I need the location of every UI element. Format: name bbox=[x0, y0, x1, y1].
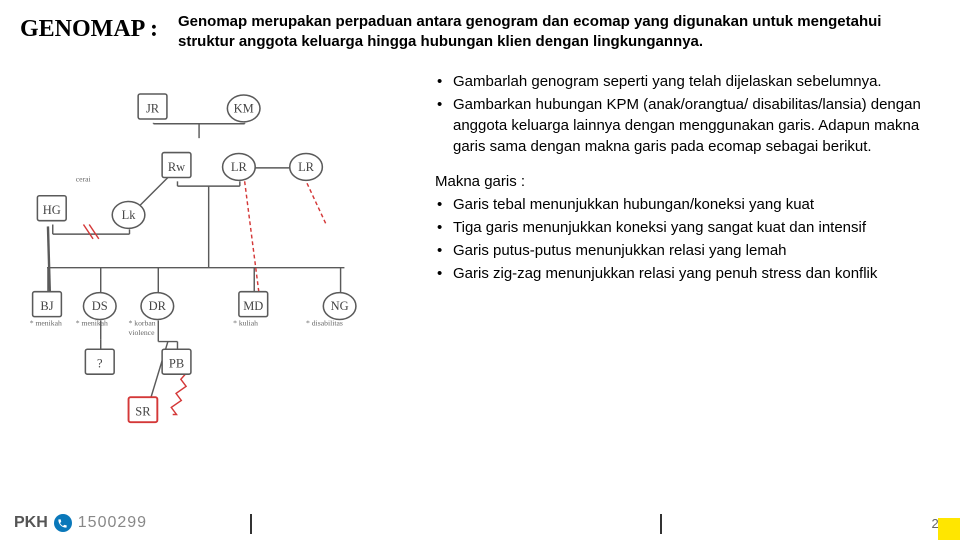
page-subtitle: Genomap merupakan perpaduan antara genog… bbox=[178, 12, 940, 53]
svg-text:* kuliah: * kuliah bbox=[233, 318, 258, 327]
svg-text:KM: KM bbox=[234, 101, 254, 115]
svg-text:DS: DS bbox=[92, 298, 108, 312]
svg-text:NG: NG bbox=[331, 298, 349, 312]
bullet-item: Garis putus-putus menunjukkan relasi yan… bbox=[435, 240, 930, 261]
footer-logo: PKH 1500299 bbox=[14, 514, 147, 532]
svg-text:cerai: cerai bbox=[76, 174, 91, 183]
phone-number: 1500299 bbox=[78, 514, 147, 532]
svg-text:LR: LR bbox=[231, 159, 248, 173]
svg-text:HG: HG bbox=[43, 202, 61, 216]
svg-text:* disabilitas: * disabilitas bbox=[306, 318, 343, 327]
bullet-item: Garis tebal menunjukkan hubungan/koneksi… bbox=[435, 194, 930, 215]
bullet-item: Garis zig-zag menunjukkan relasi yang pe… bbox=[435, 263, 930, 284]
bullet-item: Gambarkan hubungan KPM (anak/orangtua/ d… bbox=[435, 94, 930, 157]
svg-text:JR: JR bbox=[146, 101, 160, 115]
svg-text:* korban: * korban bbox=[129, 318, 156, 327]
svg-text:?: ? bbox=[97, 356, 103, 370]
footer-tick bbox=[250, 514, 252, 534]
svg-text:Lk: Lk bbox=[122, 207, 137, 221]
svg-text:PB: PB bbox=[169, 356, 184, 370]
bullet-item: Tiga garis menunjukkan koneksi yang sang… bbox=[435, 217, 930, 238]
footer-tick bbox=[660, 514, 662, 534]
svg-text:DR: DR bbox=[149, 298, 167, 312]
svg-text:Rw: Rw bbox=[168, 159, 185, 173]
explanation-text: Gambarlah genogram seperti yang telah di… bbox=[435, 71, 940, 426]
svg-text:* menikah: * menikah bbox=[76, 318, 108, 327]
svg-text:MD: MD bbox=[243, 298, 263, 312]
brand-text: PKH bbox=[14, 514, 48, 532]
svg-text:BJ: BJ bbox=[40, 298, 53, 312]
section-label: Makna garis : bbox=[435, 171, 930, 192]
phone-icon bbox=[54, 514, 72, 532]
corner-accent bbox=[938, 518, 960, 540]
bullet-item: Gambarlah genogram seperti yang telah di… bbox=[435, 71, 930, 92]
svg-text:* menikah: * menikah bbox=[30, 318, 62, 327]
svg-text:SR: SR bbox=[135, 404, 151, 418]
genomap-diagram: JR KM Rw LR LR HG Lk BJ DS DR MD NG? PB SR * menikah * … bbox=[10, 71, 415, 426]
svg-text:violence: violence bbox=[129, 327, 156, 336]
svg-text:LR: LR bbox=[298, 159, 315, 173]
page-title: GENOMAP : bbox=[20, 12, 158, 43]
